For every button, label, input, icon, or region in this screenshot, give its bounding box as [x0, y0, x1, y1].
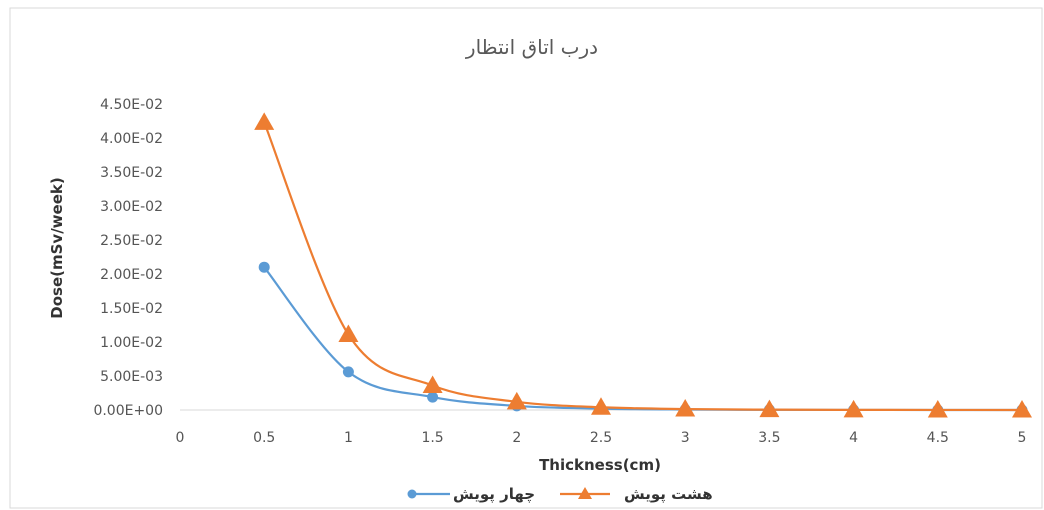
- data-point: [258, 261, 270, 273]
- y-axis-title: Dose(mSv/week): [48, 177, 66, 318]
- legend-marker: [578, 487, 592, 499]
- y-tick-label: 5.00E-03: [100, 369, 163, 385]
- legend: چهار پویش هشت پویش: [407, 485, 713, 504]
- legend-marker: [407, 489, 417, 499]
- legend-label: چهار پویش: [453, 485, 535, 504]
- legend-label: هشت پویش: [624, 485, 713, 504]
- data-point: [338, 324, 359, 343]
- x-tick-label: 0: [176, 430, 185, 446]
- y-tick-label: 4.00E-02: [100, 131, 163, 147]
- data-point: [675, 399, 696, 417]
- y-tick-label: 0.00E+00: [93, 403, 163, 419]
- data-point: [759, 399, 780, 418]
- y-tick-label: 3.00E-02: [100, 199, 163, 215]
- x-tick-label: 2.5: [590, 430, 612, 446]
- x-axis-ticks: 0 0.5 1 1.5 2 2.5 3 3.5 4 4.5 5: [176, 430, 1027, 446]
- data-point: [591, 397, 611, 415]
- x-tick-label: 4: [849, 430, 858, 446]
- data-point: [427, 391, 439, 403]
- series-layer: [254, 112, 1032, 418]
- y-axis-ticks: 0.00E+00 5.00E-03 1.00E-02 1.50E-02 2.00E-02…: [93, 97, 163, 419]
- x-tick-label: 3.5: [758, 430, 780, 446]
- x-tick-label: 3: [681, 430, 690, 446]
- x-tick-label: 4.5: [927, 430, 949, 446]
- data-point: [927, 399, 948, 418]
- data-point: [422, 375, 443, 394]
- x-tick-label: 2: [512, 430, 521, 446]
- legend-item-1: چهار پویش: [407, 485, 535, 504]
- x-axis-title: Thickness(cm): [539, 456, 661, 474]
- y-tick-label: 2.50E-02: [100, 233, 163, 249]
- y-tick-label: 3.50E-02: [100, 165, 163, 181]
- data-point: [1012, 399, 1032, 418]
- y-tick-label: 4.50E-02: [100, 97, 163, 113]
- data-point: [843, 399, 864, 418]
- chart-title: درب اتاق انتظار: [465, 35, 598, 59]
- series-2: [254, 112, 1032, 418]
- y-tick-label: 1.00E-02: [100, 335, 163, 351]
- y-tick-label: 2.00E-02: [100, 267, 163, 283]
- legend-item-2: هشت پویش: [560, 485, 713, 504]
- x-tick-label: 1: [344, 430, 353, 446]
- y-tick-label: 1.50E-02: [100, 301, 163, 317]
- data-point: [254, 112, 275, 130]
- data-point: [342, 366, 354, 378]
- data-point: [506, 391, 527, 410]
- chart-border: [9, 7, 1043, 509]
- x-tick-label: 0.5: [253, 430, 275, 446]
- x-tick-label: 5: [1018, 430, 1027, 446]
- x-tick-label: 1.5: [421, 430, 443, 446]
